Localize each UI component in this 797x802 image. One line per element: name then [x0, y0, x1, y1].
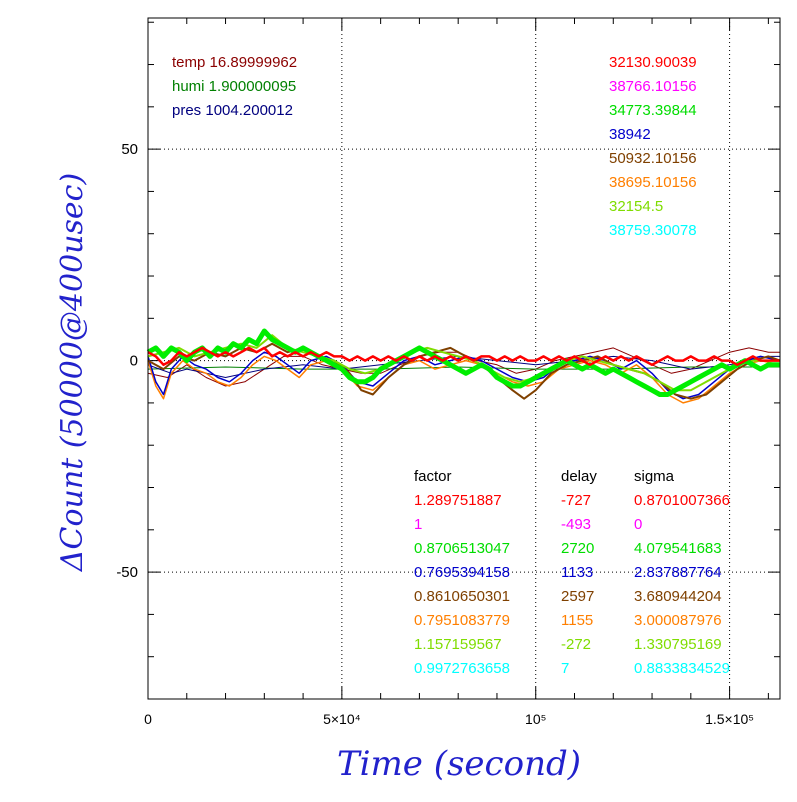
legend-entry: 34773.39844 [609, 102, 697, 119]
table-factor: 0.9972763658 [414, 660, 510, 677]
series-line-s-red [147, 346, 780, 367]
legend-entry: 38766.10156 [609, 78, 697, 95]
y-axis-title: ΔCount (50000@400usec) [55, 173, 90, 572]
legend-entry: 32130.90039 [609, 54, 697, 71]
tick-labels-layer: 0 5×10⁴ 10⁵ 1.5×10⁵ 50 0 -50 [116, 141, 754, 727]
table-factor: 0.8610650301 [414, 588, 510, 605]
legend-entry: 38759.30078 [609, 222, 697, 239]
table-delay: -272 [561, 636, 591, 653]
curves-layer [146, 328, 781, 404]
fit-table: factor delay sigma 1.289751887 -727 0.8701… [414, 468, 730, 677]
legend-entry: 32154.5 [609, 198, 663, 215]
table-sigma: 0.8701007366 [634, 492, 730, 509]
env-readings: temp 16.89999962 humi 1.900000095 pres 100… [172, 54, 297, 119]
table-sigma: 4.079541683 [634, 540, 722, 557]
table-sigma: 0.8833834529 [634, 660, 730, 677]
x-tick-label: 5×10⁴ [323, 711, 361, 727]
y-tick-label: -50 [116, 564, 138, 581]
legend-entry: 50932.10156 [609, 150, 697, 167]
table-sigma: 3.680944204 [634, 588, 722, 605]
table-factor: 0.7695394158 [414, 564, 510, 581]
table-delay: 2597 [561, 588, 594, 605]
table-factor: 0.7951083779 [414, 612, 510, 629]
series-line-s-orange [147, 355, 781, 404]
x-axis-title: Time (second) [337, 744, 581, 784]
table-delay: 2720 [561, 540, 594, 557]
table-header-sigma: sigma [634, 468, 675, 485]
table-factor: 1.157159567 [414, 636, 502, 653]
table-sigma: 1.330795169 [634, 636, 722, 653]
table-factor: 1.289751887 [414, 492, 502, 509]
table-factor: 0.8706513047 [414, 540, 510, 557]
env-reading: humi 1.900000095 [172, 78, 296, 95]
env-reading: temp 16.89999962 [172, 54, 297, 71]
table-delay: -493 [561, 516, 591, 533]
series-legend: 32130.90039 38766.10156 34773.39844 38942 50… [609, 54, 697, 239]
env-reading: pres 1004.200012 [172, 102, 293, 119]
table-header-delay: delay [561, 468, 597, 485]
table-sigma: 2.837887764 [634, 564, 722, 581]
table-sigma: 0 [634, 516, 642, 533]
table-delay: 7 [561, 660, 569, 677]
legend-entry: 38695.10156 [609, 174, 697, 191]
table-sigma: 3.000087976 [634, 612, 722, 629]
x-tick-label: 10⁵ [525, 711, 546, 727]
table-header-factor: factor [414, 468, 452, 485]
x-tick-label: 0 [144, 711, 152, 727]
legend-entry: 38942 [609, 126, 651, 143]
table-delay: 1155 [561, 612, 593, 629]
plot-frame [147, 17, 781, 700]
y-tick-label: 50 [121, 141, 138, 158]
table-factor: 1 [414, 516, 422, 533]
x-tick-label: 1.5×10⁵ [705, 711, 754, 727]
table-delay: 1133 [561, 564, 593, 581]
series-line-s-green [146, 328, 780, 397]
y-tick-label: 0 [130, 353, 138, 370]
table-delay: -727 [561, 492, 591, 509]
